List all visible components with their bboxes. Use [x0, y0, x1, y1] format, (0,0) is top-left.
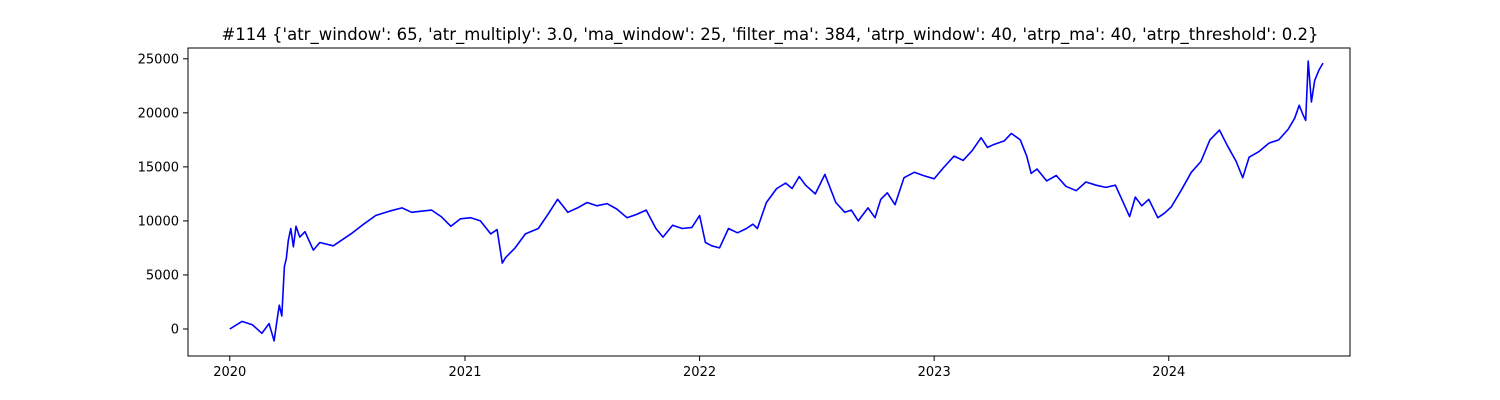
- x-tick-label: 2022: [683, 365, 716, 380]
- equity-curve-line: [229, 60, 1324, 342]
- x-tick-label: 2021: [448, 365, 481, 380]
- y-tick-label: 0: [171, 322, 179, 337]
- x-tick-label: 2023: [918, 365, 951, 380]
- y-tick-label: 25000: [138, 52, 179, 67]
- y-tick-label: 15000: [138, 160, 179, 175]
- x-axis: 2020 2021 2022 2023 2024: [213, 356, 1185, 380]
- y-tick-label: 20000: [138, 106, 179, 121]
- plot-area-frame: [187, 47, 1351, 357]
- chart-title: #114 {'atr_window': 65, 'atr_multiply': …: [221, 25, 1318, 45]
- x-tick-label: 2024: [1152, 365, 1185, 380]
- x-tick-label: 2020: [213, 365, 246, 380]
- y-axis: 0 5000 10000 15000 20000 25000: [138, 52, 188, 337]
- y-tick-label: 10000: [138, 214, 179, 229]
- y-tick-label: 5000: [146, 268, 179, 283]
